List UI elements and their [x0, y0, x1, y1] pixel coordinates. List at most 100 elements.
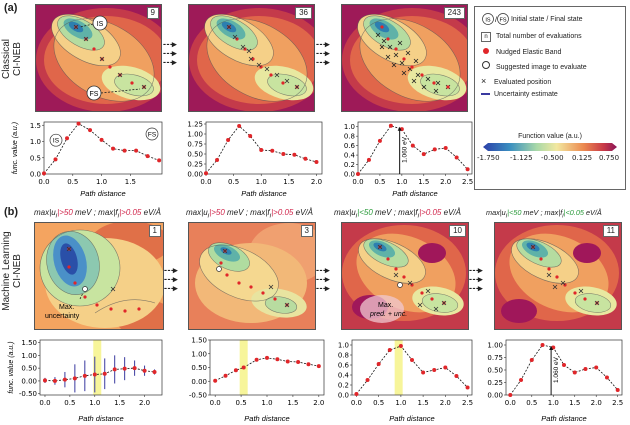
y-tick-label: 0.25	[187, 161, 203, 169]
y-tick-label: 0.50	[187, 151, 203, 159]
legend-evaluated: × Evaluated position	[481, 75, 551, 87]
colorbar-tick-4: 0.750	[599, 154, 620, 162]
y-tick-label: 0.6	[344, 142, 356, 150]
x-tick-label: 1.0	[256, 178, 267, 186]
y-tick-label: 0.50	[191, 364, 207, 372]
neb-point	[72, 376, 77, 381]
legend-uncertainty-label: Uncertainty estimate	[494, 91, 558, 98]
x-tick-label: 1.0	[261, 399, 272, 407]
neb-point	[82, 373, 87, 378]
energy-path-line	[43, 123, 160, 174]
neb-points-b2	[219, 249, 289, 307]
plot-b4: 0.0 0.5 1.0 1.5 2.0 2.5 0.00 0.25 0.50 0.75 1.00 Pa…	[487, 339, 623, 423]
neb-point	[356, 172, 360, 176]
svg-text:FS: FS	[90, 91, 99, 98]
y-tick-label: 1.00	[191, 350, 207, 358]
condition-b3: max|ui|<50 meV ; max|fi|>0.05 eV/Å	[334, 208, 461, 220]
neb-point	[275, 357, 280, 362]
neb-point	[615, 388, 620, 392]
neb-point	[303, 156, 308, 161]
y-tick-label: 1.00	[487, 342, 503, 350]
neb-point	[432, 147, 437, 152]
x-tick-label: 1.5	[569, 399, 580, 407]
energy-path-line	[357, 125, 468, 175]
neb-point	[366, 157, 371, 162]
neb-point	[111, 146, 116, 151]
highlight-band	[93, 340, 102, 395]
neb-point	[454, 155, 459, 160]
evaluated-positions-a3	[375, 32, 451, 94]
barrier-arrowhead	[397, 126, 402, 131]
legend-n-label: Total number of evaluations	[496, 33, 582, 40]
neb-point	[53, 157, 58, 162]
evaluated-positions-b3	[377, 244, 447, 312]
neb-point	[398, 344, 403, 348]
neb-point	[519, 378, 524, 382]
neb-point	[281, 152, 286, 156]
plot-frame	[205, 121, 323, 175]
annotation-b1-line2: uncertainty	[45, 313, 80, 320]
x-tick-label: 1.5	[418, 399, 429, 407]
neb-point	[387, 348, 392, 352]
x-tick-label: 0.0	[38, 178, 49, 186]
neb-point	[365, 378, 370, 382]
neb-point	[265, 355, 269, 360]
x-tick-label: 2.0	[313, 399, 324, 407]
x-axis-label: Path distance	[389, 414, 434, 423]
neb-point	[421, 370, 426, 375]
legend-neb-label: Nudged Elastic Band	[496, 49, 562, 56]
y-tick-label: 0.0	[30, 171, 41, 179]
suggested-point-b3	[397, 282, 403, 288]
map-b1: Max. uncertainty 1	[34, 222, 164, 330]
plot-b3: 0.0 0.5 1.0 1.5 2.0 2.5 0.0 0.2 0.4 0.6 0.8 1.0 Path…	[338, 339, 473, 423]
y-tick-label: 0.8	[338, 352, 349, 360]
neb-point	[254, 357, 259, 362]
x-tick-label: 1.5	[418, 178, 429, 186]
colorbar-tick-2: -0.500	[541, 154, 564, 162]
svg-text:FS: FS	[499, 18, 506, 24]
x-tick-label: 0.0	[505, 399, 516, 407]
y-tick-label: 0.2	[338, 382, 349, 390]
neb-point	[237, 124, 242, 128]
x-tick-label: 0.0	[39, 399, 50, 407]
fs-label-text: FS	[148, 132, 157, 139]
colorbar-tick-1: -1.125	[510, 154, 533, 162]
neb-point	[233, 368, 238, 373]
y-tick-label: 1.00	[21, 352, 37, 360]
neb-point	[42, 171, 46, 176]
neb-point	[248, 134, 253, 138]
plot-frame	[43, 121, 163, 175]
eval-count-b1: 1	[148, 225, 161, 237]
panel-b-letter: (b)	[4, 206, 19, 218]
neb-point	[604, 375, 609, 380]
n-box-icon: n	[481, 32, 491, 42]
legend-neb: Nudged Elastic Band	[481, 47, 561, 59]
neb-point	[76, 121, 81, 126]
neb-point	[292, 152, 297, 157]
x-tick-label: 2.0	[311, 178, 322, 186]
eval-count-b3: 10	[449, 225, 466, 237]
panel-b-side-label-1: Machine Learning	[1, 231, 12, 311]
neb-point	[122, 366, 127, 371]
neb-point	[421, 152, 426, 157]
x-tick-label: 0.0	[200, 178, 211, 186]
y-tick-label: 0.0	[344, 171, 355, 179]
y-tick-label: 0.4	[338, 372, 350, 380]
neb-point	[204, 171, 208, 176]
map-a3: 243	[341, 4, 468, 112]
evaluated-positions-b2	[222, 248, 290, 308]
x-tick-label: 0.0	[352, 178, 363, 186]
arrows-b3-b4: - - -▸ - - -▸ - - -▸	[469, 265, 482, 293]
neb-point	[354, 392, 359, 396]
neb-point	[540, 343, 545, 347]
x-tick-label: 1.5	[114, 399, 125, 407]
legend-uncertainty: Uncertainty estimate	[481, 89, 558, 101]
energy-path-line	[356, 345, 468, 395]
neb-point	[259, 148, 264, 152]
x-tick-label: 2.0	[139, 399, 150, 407]
x-tick-label: 1.5	[283, 178, 294, 186]
eval-count-a3: 243	[443, 7, 465, 19]
x-tick-label: 0.0	[351, 399, 362, 407]
energy-path-line	[205, 125, 317, 174]
